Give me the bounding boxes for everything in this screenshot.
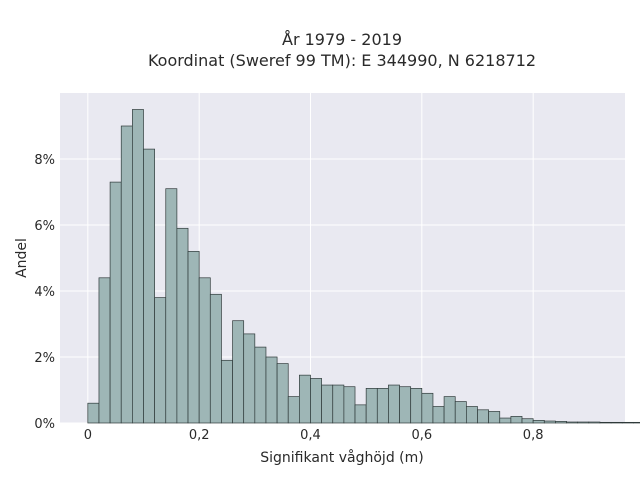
histogram-bar bbox=[543, 420, 556, 424]
x-tick-label: 0,6 bbox=[411, 428, 432, 443]
histogram-bar bbox=[187, 251, 200, 424]
histogram-bar bbox=[287, 396, 300, 424]
histogram-bar bbox=[165, 188, 178, 424]
histogram-bar bbox=[120, 125, 133, 424]
histogram-bar bbox=[143, 148, 155, 424]
histogram-bar bbox=[499, 417, 512, 424]
histogram-bar bbox=[376, 388, 389, 424]
histogram-bar bbox=[488, 411, 501, 424]
histogram-bar bbox=[555, 421, 567, 424]
x-axis-label: Signifikant våghöjd (m) bbox=[260, 449, 423, 466]
x-axis-ticks: 0 0,2 0,4 0,6 0,8 bbox=[84, 428, 544, 443]
y-tick-label: 2% bbox=[34, 351, 55, 366]
chart-title-line-2: Koordinat (Sweref 99 TM): E 344990, N 62… bbox=[148, 51, 536, 70]
histogram-bar bbox=[221, 359, 233, 424]
histogram-bar bbox=[332, 384, 345, 424]
histogram-bar bbox=[477, 409, 489, 424]
histogram-bar bbox=[299, 374, 311, 424]
histogram-bar bbox=[254, 346, 267, 424]
histogram-bar bbox=[176, 227, 189, 424]
histogram-bar bbox=[388, 384, 400, 424]
histogram-bar bbox=[198, 277, 211, 424]
histogram-bar bbox=[521, 418, 534, 424]
histogram-bar bbox=[243, 333, 256, 424]
histogram-bar bbox=[432, 406, 445, 424]
y-axis-label: Andel bbox=[14, 238, 30, 278]
histogram-bar bbox=[532, 420, 545, 424]
histogram-bar bbox=[610, 421, 623, 424]
histogram-bar bbox=[410, 388, 423, 424]
histogram-bar bbox=[98, 277, 111, 424]
histogram-bar bbox=[510, 416, 523, 424]
histogram-bar bbox=[454, 401, 467, 424]
bars-group bbox=[87, 109, 640, 424]
x-tick-label: 0,4 bbox=[300, 428, 321, 443]
histogram-bar bbox=[466, 406, 478, 424]
histogram-bar bbox=[154, 297, 167, 424]
x-tick-label: 0,8 bbox=[523, 428, 544, 443]
histogram-bar bbox=[209, 293, 222, 424]
histogram-bar bbox=[265, 356, 278, 424]
histogram-bar bbox=[354, 404, 367, 424]
y-tick-label: 8% bbox=[34, 153, 55, 168]
histogram-bar bbox=[310, 378, 322, 424]
chart-title-line-1: År 1979 - 2019 bbox=[282, 30, 402, 49]
y-tick-label: 0% bbox=[34, 417, 55, 432]
histogram-bar bbox=[109, 181, 122, 424]
histogram-bar bbox=[421, 392, 434, 424]
histogram-bar bbox=[343, 386, 356, 424]
y-axis-ticks: 0% 2% 4% 6% 8% bbox=[34, 153, 55, 432]
histogram-bar bbox=[599, 421, 612, 424]
histogram-bar bbox=[232, 320, 245, 424]
histogram-bar bbox=[132, 109, 144, 424]
y-tick-label: 6% bbox=[34, 219, 55, 234]
histogram-bar bbox=[87, 402, 100, 424]
histogram-bar bbox=[621, 421, 634, 424]
histogram-bar bbox=[577, 421, 590, 424]
x-tick-label: 0,2 bbox=[189, 428, 210, 443]
histogram-bar bbox=[276, 363, 289, 424]
x-tick-label: 0 bbox=[84, 428, 92, 443]
y-tick-label: 4% bbox=[34, 285, 55, 300]
histogram-bar bbox=[632, 421, 640, 424]
histogram-bar bbox=[321, 384, 334, 424]
histogram-bar bbox=[443, 396, 456, 424]
histogram-bar bbox=[588, 421, 601, 424]
histogram-bar bbox=[365, 388, 378, 424]
histogram-bar bbox=[566, 421, 579, 424]
histogram-bar bbox=[399, 386, 412, 424]
